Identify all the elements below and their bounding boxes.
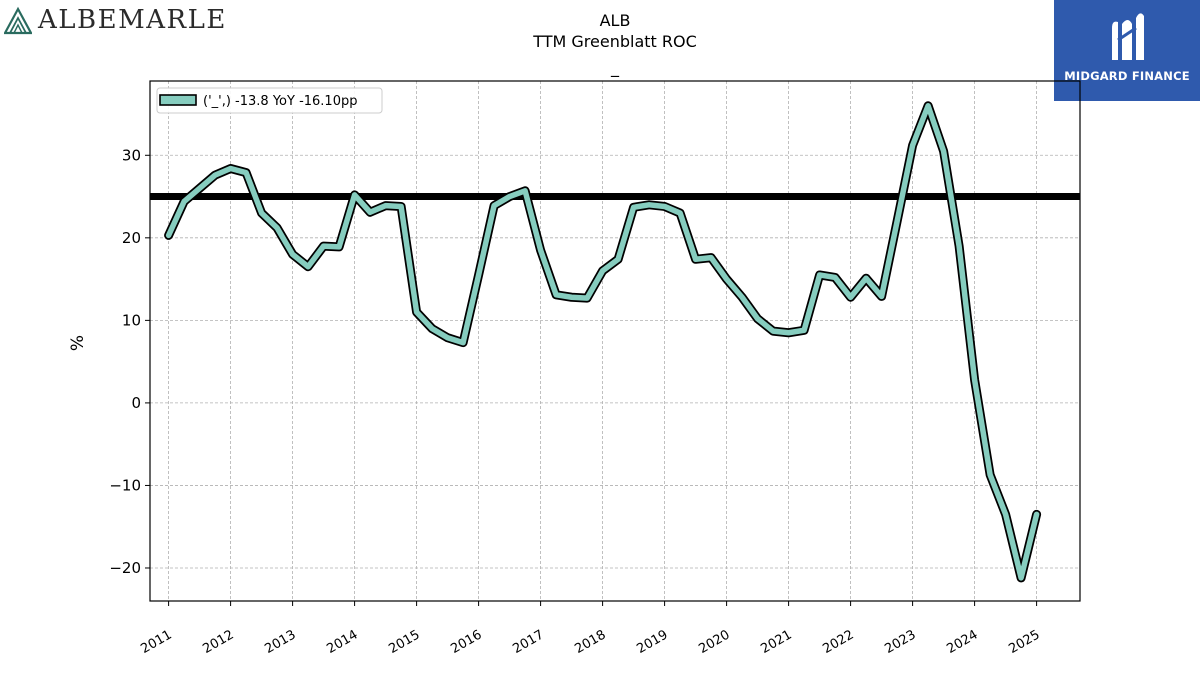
x-tick-label: 2016 (448, 627, 484, 657)
series-line (165, 103, 1040, 581)
x-tick-label: 2025 (1006, 627, 1042, 657)
midgard-m-logo-icon (1112, 13, 1144, 61)
chart-title: ALB (599, 11, 631, 30)
x-tick-label: 2022 (820, 627, 856, 657)
watermark-name: MIDGARD FINANCE (1064, 69, 1190, 83)
legend-swatch (159, 94, 197, 106)
x-tick-label: 2014 (324, 627, 360, 657)
plot-frame (149, 80, 1081, 602)
legend-box (156, 87, 383, 114)
x-tick-label: 2015 (386, 627, 422, 657)
x-tick-label: 2018 (572, 627, 608, 657)
x-tick-label: 2011 (138, 627, 174, 657)
albemarle-logo: ALBEMARLE (4, 4, 227, 36)
y-tick-label: −20 (109, 559, 141, 577)
x-tick-label: 2013 (262, 627, 298, 657)
x-tick-label: 2012 (200, 627, 236, 657)
x-tick-label: 2019 (634, 627, 670, 657)
chart-subtitle-2: _ (611, 58, 619, 77)
y-tick-label: 20 (122, 229, 141, 247)
albemarle-mountain-logo-icon (4, 6, 32, 35)
x-tick-label: 2023 (882, 627, 918, 657)
x-tick-label: 2020 (696, 627, 732, 657)
y-tick-label: −10 (109, 476, 141, 494)
midgard-finance-watermark: MIDGARD FINANCE (1054, 0, 1200, 101)
y-tick-label: 10 (122, 311, 141, 329)
x-tick-label: 2021 (758, 627, 794, 657)
x-tick-label: 2024 (944, 627, 980, 657)
x-tick-label: 2017 (510, 627, 546, 657)
company-name: ALBEMARLE (38, 5, 227, 35)
legend-label: ('_',) -13.8 YoY -16.10pp (203, 94, 357, 109)
y-tick-label: 0 (131, 394, 141, 412)
y-tick-label: 30 (122, 146, 141, 164)
chart-subtitle: TTM Greenblatt ROC (533, 32, 697, 51)
